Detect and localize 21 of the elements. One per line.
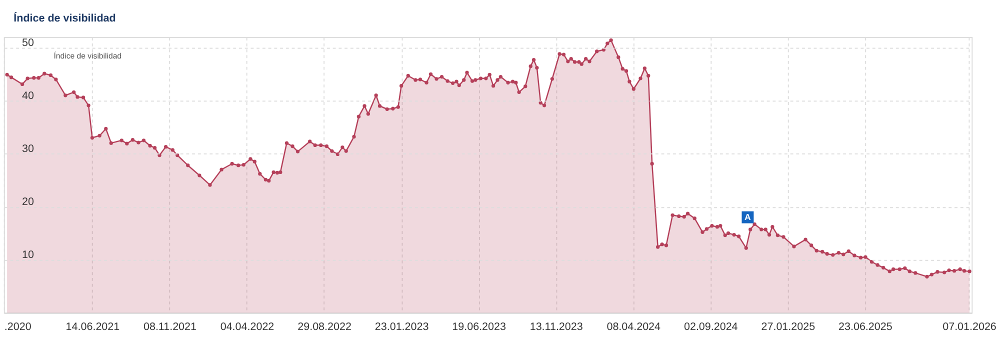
x-tick-label: 13.11.2023 bbox=[530, 320, 583, 333]
x-tick-label: 27.01.2025 bbox=[761, 320, 816, 333]
y-tick-label: 50 bbox=[22, 37, 34, 50]
annotation: A bbox=[744, 212, 752, 222]
x-tick-label: 07.01.2026 bbox=[942, 320, 996, 333]
y-tick-label: 10 bbox=[22, 249, 34, 262]
annotation: Índice de visibilidad bbox=[54, 52, 122, 61]
x-tick-label: 04.04.2022 bbox=[220, 320, 274, 333]
y-tick-label: 40 bbox=[22, 90, 34, 102]
chart-title: Índice de visibilidad bbox=[14, 11, 116, 24]
x-tick-label: 14.06.2021 bbox=[66, 320, 120, 333]
x-tick-label: 23.01.2023 bbox=[374, 320, 429, 333]
x-tick-label: 19.06.2023 bbox=[452, 320, 506, 333]
x-tick-label: 08.04.2024 bbox=[606, 320, 661, 333]
x-tick-label: .2020 bbox=[4, 320, 32, 333]
x-tick-label: 08.11.2021 bbox=[143, 320, 196, 333]
x-tick-label: 23.06.2025 bbox=[838, 320, 892, 333]
y-tick-label: 20 bbox=[22, 196, 34, 208]
x-tick-label: 29.08.2022 bbox=[298, 320, 352, 333]
y-tick-label: 30 bbox=[22, 143, 34, 156]
x-tick-label: 02.09.2024 bbox=[684, 320, 738, 333]
